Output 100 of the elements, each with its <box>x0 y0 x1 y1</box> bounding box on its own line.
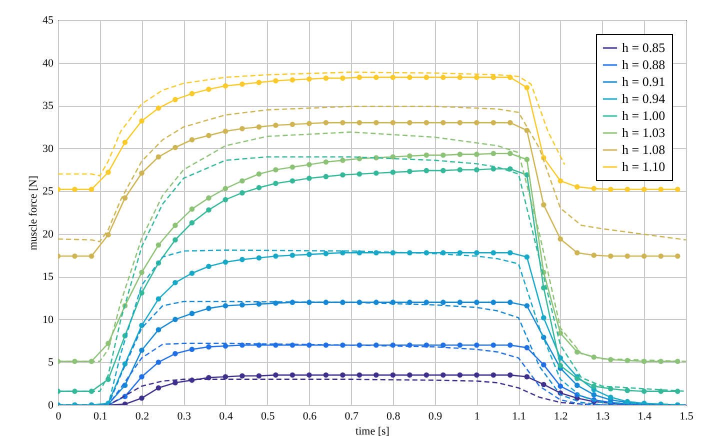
point <box>240 373 245 379</box>
point <box>574 250 580 256</box>
point <box>156 105 162 111</box>
point <box>323 250 329 256</box>
point <box>306 300 312 305</box>
point <box>222 83 228 89</box>
point <box>591 384 597 389</box>
point <box>222 259 228 265</box>
point <box>106 340 111 346</box>
point <box>490 120 496 126</box>
point <box>624 388 630 394</box>
point <box>240 302 245 308</box>
point <box>240 126 245 132</box>
point <box>122 140 128 145</box>
point <box>290 252 296 258</box>
point <box>508 166 513 172</box>
point <box>508 120 513 126</box>
point <box>306 120 312 126</box>
point <box>440 372 446 378</box>
point <box>508 300 513 305</box>
point <box>541 315 546 320</box>
point <box>490 372 496 378</box>
point <box>440 342 446 348</box>
point <box>424 168 430 174</box>
point <box>139 170 144 176</box>
point <box>674 253 680 259</box>
legend-label: h = 1.03 <box>622 125 666 140</box>
point <box>256 255 262 260</box>
point <box>558 178 564 184</box>
point <box>290 77 296 83</box>
x-tick-label: 0.3 <box>177 410 192 422</box>
legend-label: h = 0.88 <box>622 57 666 72</box>
point <box>474 250 480 256</box>
point <box>508 150 513 156</box>
point <box>457 372 463 378</box>
point <box>206 132 212 138</box>
point <box>256 373 262 379</box>
point <box>474 342 480 348</box>
point <box>558 384 564 389</box>
point <box>340 76 346 81</box>
point <box>558 236 564 242</box>
point <box>524 303 530 308</box>
y-tick-label: 30 <box>42 142 54 155</box>
point <box>490 150 496 156</box>
point <box>440 168 446 174</box>
point <box>541 285 546 290</box>
y-tick-label: 5 <box>48 356 54 369</box>
x-tick-label: 0.4 <box>219 410 234 422</box>
point <box>273 372 278 378</box>
point <box>390 74 396 80</box>
point <box>222 343 228 349</box>
point <box>356 171 362 177</box>
point <box>558 363 564 368</box>
point <box>440 74 446 80</box>
y-axis-title: muscle force [N] <box>28 176 40 250</box>
point <box>323 76 329 81</box>
point <box>290 164 296 170</box>
point <box>256 301 262 307</box>
point <box>306 252 312 258</box>
legend-label: h = 1.10 <box>622 159 666 174</box>
point <box>206 86 212 92</box>
point <box>156 154 162 160</box>
point <box>273 78 278 84</box>
point <box>407 74 412 80</box>
point <box>508 250 513 256</box>
point <box>440 152 446 158</box>
point <box>474 120 480 126</box>
point <box>256 80 262 86</box>
point <box>122 195 128 201</box>
point <box>374 120 379 126</box>
point <box>240 190 245 196</box>
point <box>172 96 178 102</box>
point <box>273 253 278 259</box>
x-axis-title: time [s] <box>356 426 390 438</box>
point <box>457 342 463 348</box>
point <box>189 90 195 96</box>
legend-label: h = 0.91 <box>622 74 666 89</box>
point <box>340 120 346 126</box>
point <box>290 372 296 378</box>
point <box>591 186 597 192</box>
point <box>440 120 446 126</box>
point <box>306 162 312 168</box>
point <box>574 349 580 355</box>
point <box>206 306 212 311</box>
x-tick-label: 0.2 <box>135 410 150 422</box>
point <box>306 372 312 378</box>
point <box>240 256 245 262</box>
point <box>608 394 614 400</box>
point <box>240 82 245 87</box>
y-tick-label: 45 <box>42 14 54 26</box>
point <box>189 346 195 352</box>
x-tick-label: 0 <box>56 410 62 422</box>
point <box>340 158 346 163</box>
point <box>189 310 195 316</box>
point <box>524 156 530 162</box>
point <box>440 300 446 305</box>
point <box>222 186 228 192</box>
legend-label: h = 1.08 <box>622 142 666 157</box>
point <box>273 180 278 186</box>
point <box>256 171 262 177</box>
